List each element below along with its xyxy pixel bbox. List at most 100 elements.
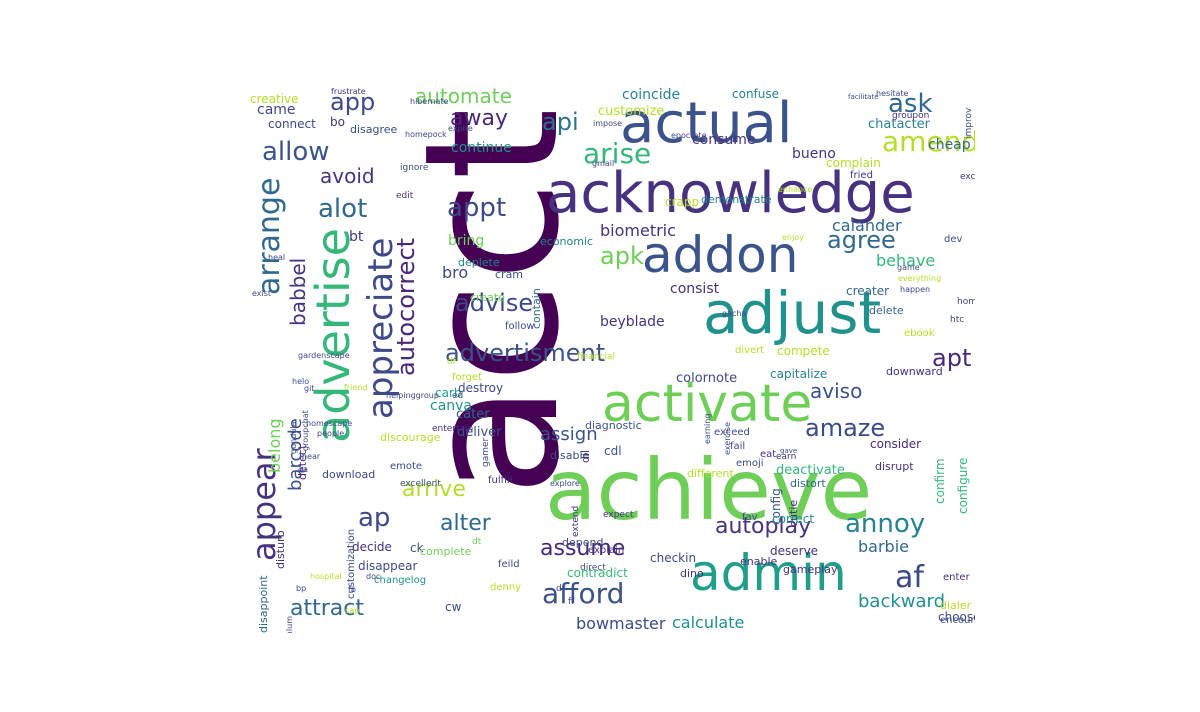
word-customize: customize [598,104,665,119]
word-bro: bro [442,263,469,282]
word-enhance: enhance [778,185,813,194]
word-away: away [450,106,508,131]
word-people: people [317,429,345,438]
word-activate: activate [602,374,813,434]
word-cater: cater [456,407,490,422]
word-groupchat: groupchat [301,410,310,451]
word-economic: economic [540,235,594,248]
word-earn: earn [776,452,797,462]
word-depend: depend [562,536,604,549]
word-gmail: gmail [592,159,615,168]
word-calander: calander [832,216,902,235]
word-behave: behave [876,251,936,270]
word-excellent: excellent [400,479,441,489]
word-fulfill: fulfill [488,475,513,486]
word-choose: choose [938,610,975,624]
word-crapp: crapp [665,195,700,209]
word-dino: dino [680,567,704,580]
word-ignore: ignore [400,163,429,173]
word-friend: friend [344,383,368,392]
word-downward: downward [886,365,943,378]
word-cutie: cutie [787,499,800,527]
word-consume: consume [692,132,756,148]
word-coincide: coincide [622,88,681,103]
word-hibernate: hibernate [410,97,449,106]
word-cram: cram [495,268,524,281]
word-ga: ga [298,465,308,474]
word-ask: ask [888,89,933,119]
word-came: came [257,102,296,118]
word-achieve: achieve [545,441,873,539]
word-disappear: disappear [358,559,418,573]
word-disappoint: disappoint [257,575,270,633]
word-cdl: cdl [604,444,622,458]
word-gamer: gamer [481,437,491,467]
word-different: different [687,467,734,480]
word-automate: automate [415,88,512,108]
word-alum: alum [285,616,294,633]
word-extend: extend [571,505,581,537]
word-autoplay: autoplay [715,514,812,539]
word-arise: arise [583,137,652,170]
word-babbel: babbel [286,257,310,326]
word-actual: actual [620,91,793,156]
word-arrange: arrange [252,177,287,295]
word-helpinggroup: helpinggroup [386,391,439,400]
word-fb: fb [348,585,356,594]
word-earning: earning [703,413,712,444]
word-git: git [304,384,315,393]
word-assign: assign [540,424,598,445]
word-contradict: contradict [567,566,628,580]
word-allow: allow [262,137,330,167]
word-facilitate: facilitate [848,93,879,101]
word-heal: heal [268,253,286,262]
word-disable: disable [550,449,590,462]
word-carb: carb [435,386,462,400]
word-gardenscape: gardenscape [298,351,350,360]
word-agree: agree [827,226,896,254]
word-deserve: deserve [770,544,819,558]
word-continue: continue [451,140,512,156]
word-disagree: disagree [350,123,398,136]
word-cheap: cheap [928,137,971,153]
word-denny: denny [490,582,522,593]
word-forget: forget [452,372,482,383]
word-decide: decide [352,540,392,554]
word-encourage: encourage [940,615,975,626]
word-apk: apk [600,242,644,270]
word-bo: bo [330,115,345,129]
word-cap: cap [345,606,360,615]
word-happen: happen [900,285,931,294]
word-disturb: disturb [274,530,287,569]
word-hospital: hospital [310,572,342,581]
word-creative: creative [250,92,299,106]
word-connect: connect [268,117,316,131]
word-dr: dr [556,584,566,594]
word-attract: attract [290,596,364,621]
word-chatacter: chatacter [868,117,931,132]
word-enjoy: enjoy [782,233,804,242]
word-changelog: changelog [374,575,427,586]
word-excel: excel [960,172,975,182]
word-frustrate: frustrate [331,88,366,96]
word-exceed: exceed [714,427,750,438]
word-apt: apt [932,344,972,372]
word-cw: cw [445,600,462,614]
word-ff: ff [568,597,575,607]
word-gameplay: gameplay [783,563,838,576]
word-homescape: homescape [306,419,353,428]
word-beyblade: beyblade [600,314,665,330]
word-homescreen: homescreen [957,297,975,307]
word-demonstrate: demonstrate [701,193,772,206]
word-deliver: deliver [457,425,502,440]
word-app: app [330,88,376,116]
word-explain: explain [588,545,625,556]
word-create: create [470,291,505,304]
word-disrupt: disrupt [875,460,914,473]
word-bowmaster: bowmaster [576,614,666,633]
word-bp: bp [296,584,307,593]
word-edit: edit [396,191,414,201]
word-consider: consider [870,437,922,451]
word-confuse: confuse [732,88,780,101]
word-confirm: confirm [933,458,947,504]
